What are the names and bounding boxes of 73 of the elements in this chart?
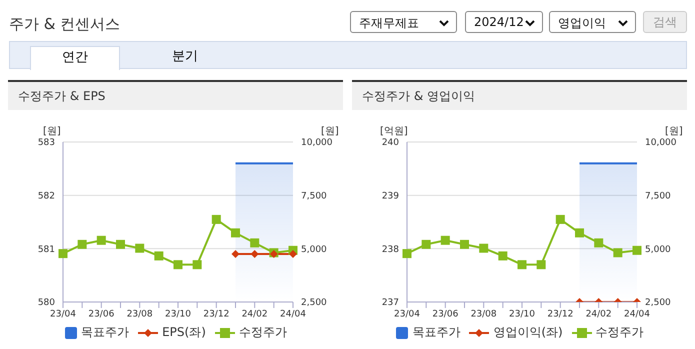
point xyxy=(58,249,68,258)
point xyxy=(575,228,584,238)
legend-label: EPS(좌) xyxy=(161,324,206,341)
point xyxy=(498,251,508,260)
y-tick-label: 237 xyxy=(382,298,399,308)
y2-tick-label: 2,500 xyxy=(301,298,328,308)
x-tick-label: 23/08 xyxy=(470,309,497,320)
y-tick-label: 580 xyxy=(38,298,56,308)
x-tick-label: 23/06 xyxy=(432,309,459,320)
y2-tick-label: 10,000 xyxy=(645,138,677,148)
point xyxy=(250,238,260,248)
point xyxy=(556,214,565,224)
x-tick-label: 23/10 xyxy=(509,309,536,320)
y-tick-label: 582 xyxy=(38,192,55,202)
point xyxy=(402,249,412,258)
point xyxy=(536,260,546,270)
text: 연간 xyxy=(30,46,120,70)
legend-label: 수정주가 xyxy=(594,324,644,341)
x-tick-label: 23/10 xyxy=(165,309,192,320)
point xyxy=(154,251,164,260)
text: 주재무제표 xyxy=(359,15,419,32)
y2-tick-label: 5,000 xyxy=(301,244,328,255)
legend-label: 목표주가 xyxy=(411,324,460,341)
x-tick-label: 23/04 xyxy=(50,309,76,320)
x-tick-label: 24/02 xyxy=(242,309,268,320)
x-tick-label: 23/04 xyxy=(394,309,420,320)
y2-tick-label: 7,500 xyxy=(301,192,328,202)
point xyxy=(212,214,221,224)
chart-title: 수정주가 & 영업이익 xyxy=(352,80,687,110)
text: 주가 & 컨센서스 xyxy=(9,15,120,34)
y2-axis-title: [원] xyxy=(665,125,683,138)
text: 영업이익 xyxy=(558,15,606,32)
y2-tick-label: 7,500 xyxy=(645,192,672,202)
text: 분기 xyxy=(171,48,199,66)
x-tick-label: 23/12 xyxy=(203,309,230,320)
x-tick-label: 23/06 xyxy=(88,309,115,320)
point xyxy=(632,246,642,255)
point xyxy=(192,260,202,270)
legend-label: 영업이익(좌) xyxy=(492,324,563,341)
x-tick-label: 23/08 xyxy=(126,309,153,320)
y2-tick-label: 10,000 xyxy=(301,138,333,148)
legend-label: 목표주가 xyxy=(80,324,130,341)
point xyxy=(440,236,450,245)
y-axis-title: [억원] xyxy=(380,125,408,138)
y2-axis-title: [원] xyxy=(321,125,339,138)
point xyxy=(135,244,144,253)
y2-tick-label: 2,500 xyxy=(645,298,672,308)
point xyxy=(460,240,469,249)
point xyxy=(613,248,622,258)
point xyxy=(96,236,106,245)
y-tick-label: 240 xyxy=(382,138,400,148)
point xyxy=(78,240,87,249)
x-tick-label: 24/04 xyxy=(280,309,306,320)
point xyxy=(116,240,125,249)
x-tick-label: 23/12 xyxy=(547,309,574,320)
y-tick-label: 239 xyxy=(382,192,400,202)
y2-tick-label: 5,000 xyxy=(645,244,672,255)
point xyxy=(479,244,488,253)
x-tick-label: 24/04 xyxy=(624,309,650,320)
point xyxy=(174,260,182,270)
point xyxy=(518,260,526,270)
legend-label: 수정주가 xyxy=(238,324,287,341)
y-axis-title: [원] xyxy=(43,125,61,138)
y-tick-label: 238 xyxy=(382,244,400,255)
y-tick-label: 581 xyxy=(38,244,55,255)
y-tick-label: 583 xyxy=(38,138,55,148)
x-tick-label: 24/02 xyxy=(586,309,612,320)
text: 2024/12 xyxy=(474,15,524,29)
point xyxy=(231,228,240,238)
point xyxy=(422,240,431,249)
text: 검색 xyxy=(643,11,687,33)
chart-title: 수정주가 & EPS xyxy=(8,80,343,110)
point xyxy=(594,238,604,248)
